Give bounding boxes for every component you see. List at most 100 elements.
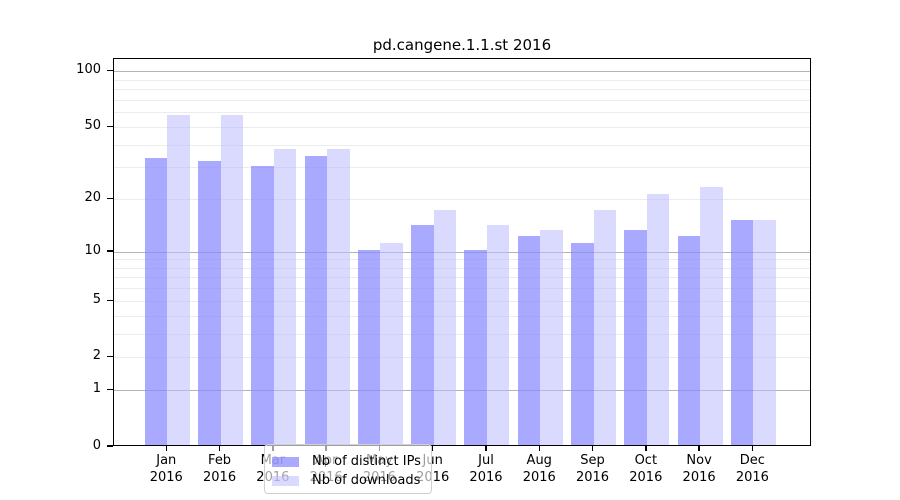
x-tick [165,446,168,451]
bar-sep-2016-distinct-ips [571,242,594,445]
gridline-minor [114,89,810,91]
bar-oct-2016-distinct-ips [624,230,647,445]
bar-oct-2016-downloads [646,193,670,445]
chart-title: pd.cangene.1.1.st 2016 [372,36,552,54]
x-tick-label-line: Sep [580,453,605,468]
legend-item-downloads: Nb of downloads [272,471,423,490]
x-tick [751,446,754,451]
bar-may-2016-downloads [380,242,403,445]
gridline-minor [114,333,810,335]
bar-jun-2016-downloads [433,209,457,445]
x-tick-label: Sep 2016 [563,453,623,486]
x-tick-label-line: 2016 [629,469,663,485]
legend-item-distinct-ips: Nb of distinct IPs [272,452,423,471]
y-tick [107,69,113,72]
y-tick-label: 10 [84,242,101,258]
bar-nov-2016-distinct-ips [677,236,701,445]
x-tick-label-line: Jan [156,453,177,468]
y-tick [107,197,113,200]
legend-label-distinct-ips: Nb of distinct IPs [312,454,421,469]
y-tick [107,445,113,447]
x-tick-label-line: Oct [634,453,658,468]
bar-aug-2016-downloads [540,230,563,445]
y-tick [107,299,113,302]
bar-feb-2016-downloads [220,114,244,445]
gridline-minor [114,288,810,290]
x-tick-label: Oct 2016 [616,453,676,486]
y-tick-label: 50 [84,117,101,133]
gridline-minor [114,259,810,261]
bar-aug-2016-distinct-ips [517,236,541,445]
x-tick-label: Jul 2016 [456,453,516,486]
x-tick-label: Dec 2016 [722,453,782,486]
x-tick [698,446,700,451]
x-tick-label-line: 2016 [522,469,556,485]
y-tick-label: 2 [92,348,101,364]
bar-jul-2016-downloads [486,224,510,445]
x-tick-label-line: 2016 [469,469,503,485]
bar-apr-2016-distinct-ips [304,155,328,445]
x-tick [218,446,221,451]
x-tick-label: Jan 2016 [136,453,196,486]
bar-jan-2016-distinct-ips [144,158,168,445]
gridline-major [114,390,810,392]
bar-mar-2016-distinct-ips [251,165,274,445]
x-tick-label-line: Feb [208,453,232,468]
x-tick [645,446,647,451]
gridline-minor [114,144,810,146]
gridline-minor [114,198,810,200]
bar-apr-2016-downloads [327,149,350,445]
y-tick-label: 20 [84,189,101,205]
y-tick [107,125,113,127]
legend: Nb of distinct IPs Nb of downloads [264,444,432,494]
x-tick-label-line: Nov [686,453,712,468]
plot-area [113,58,811,446]
x-tick-label: Aug 2016 [509,453,569,486]
legend-label-downloads: Nb of downloads [312,473,421,488]
bar-jan-2016-downloads [167,114,190,445]
x-tick-label-line: 2016 [575,469,610,485]
gridline-minor [114,267,810,269]
y-tick-label: 1 [92,381,101,397]
x-tick-label-line: 2016 [735,469,769,485]
y-tick-label: 0 [92,437,101,453]
legend-swatch-distinct-ips-icon [272,456,299,467]
x-tick-label-line: Jul [478,453,494,468]
x-tick-label-line: Dec [739,453,765,468]
x-tick [485,446,487,451]
bar-dec-2016-distinct-ips [730,219,754,445]
x-tick [538,446,540,451]
gridline-minor [114,126,810,128]
bar-dec-2016-downloads [753,219,776,445]
bar-nov-2016-downloads [700,186,723,445]
x-tick [591,446,594,451]
x-tick-label: Feb 2016 [190,453,250,486]
gridline-major [114,251,810,253]
y-tick-label: 5 [92,291,101,307]
gridline-minor [114,79,810,81]
x-tick-label-line: 2016 [149,469,183,485]
legend-swatch-downloads-icon [272,475,299,486]
bar-sep-2016-downloads [593,209,617,445]
y-tick [107,250,113,252]
gridline-minor [114,277,810,279]
bar-may-2016-distinct-ips [357,250,381,445]
x-tick-label-line: 2016 [203,469,237,485]
gridline-minor [114,167,810,169]
bar-feb-2016-distinct-ips [198,160,221,445]
x-tick-label-line: Aug [526,453,552,468]
bar-mar-2016-downloads [273,149,297,445]
bar-jun-2016-distinct-ips [411,224,434,445]
x-tick-label: Nov 2016 [669,453,729,486]
y-tick [107,388,113,391]
x-tick [431,446,434,451]
gridline-minor [114,315,810,317]
bar-jul-2016-distinct-ips [464,250,487,445]
gridline-minor [114,112,810,114]
y-tick-label: 100 [76,62,101,78]
y-tick [107,355,113,358]
gridline-minor [114,300,810,302]
gridline-minor [114,357,810,359]
gridline-minor [114,99,810,101]
